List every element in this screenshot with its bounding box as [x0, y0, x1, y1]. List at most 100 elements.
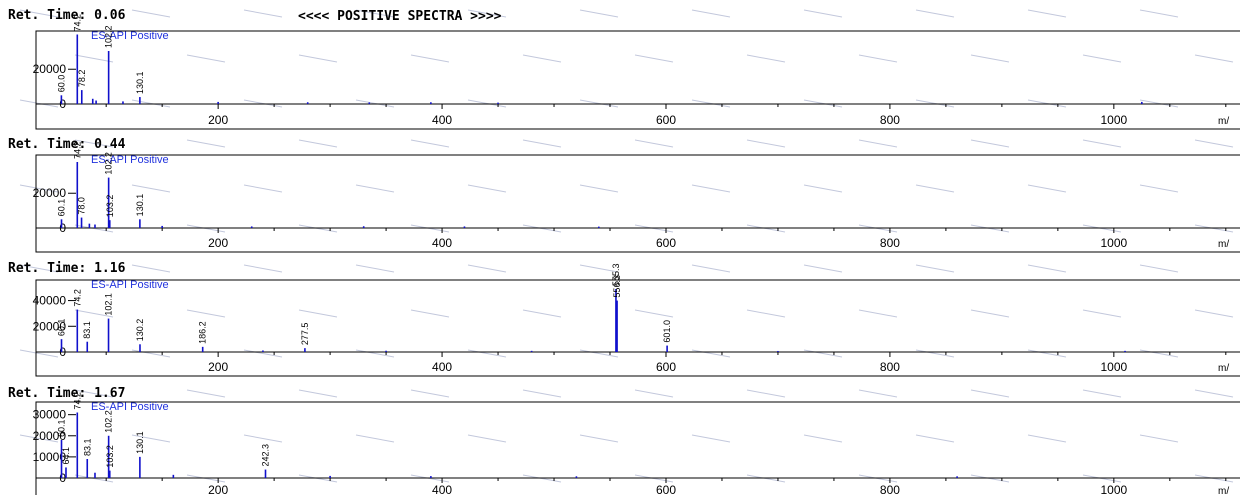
y-tick-label: 20000: [33, 186, 67, 200]
peak-label: 556.3: [612, 275, 622, 298]
x-unit-label: m/: [1218, 239, 1229, 250]
watermark-mark: [186, 309, 226, 318]
x-tick-label: 600: [656, 360, 676, 374]
ret-time-label: Ret. Time: 0.06: [8, 8, 126, 23]
watermark-mark: [1139, 184, 1179, 193]
peak-label: 130.1: [135, 72, 145, 95]
watermark-mark: [355, 9, 395, 18]
watermark-mark: [970, 139, 1010, 148]
watermark-mark: [579, 9, 619, 18]
watermark-mark: [1027, 349, 1067, 358]
watermark-mark: [634, 309, 674, 318]
watermark-mark: [19, 349, 59, 358]
x-tick-label: 400: [432, 360, 452, 374]
watermark-mark: [858, 139, 898, 148]
watermark-mark: [355, 434, 395, 443]
watermark-mark: [74, 389, 114, 398]
watermark-mark: [19, 184, 59, 193]
watermark-mark: [1027, 434, 1067, 443]
y-tick-label: 20000: [33, 429, 67, 443]
x-tick-label: 200: [208, 483, 228, 495]
watermark-mark: [1082, 54, 1122, 63]
watermark-mark: [1194, 54, 1234, 63]
watermark-mark: [522, 389, 562, 398]
ret-time-value: 0.44: [94, 137, 125, 152]
plot-frame: [35, 154, 1240, 253]
watermark-mark: [691, 264, 731, 273]
peak-label: 102.2: [104, 152, 114, 175]
peak-label: 102.2: [104, 410, 114, 433]
watermark-mark: [467, 9, 507, 18]
y-tick-label: 10000: [33, 450, 67, 464]
y-tick-label: 40000: [33, 294, 67, 308]
watermark-mark: [803, 434, 843, 443]
watermark-mark: [915, 184, 955, 193]
watermark-mark: [131, 264, 171, 273]
watermark-mark: [1027, 9, 1067, 18]
watermark-mark: [915, 9, 955, 18]
ret-time-prefix: Ret. Time:: [8, 8, 94, 23]
watermark-mark: [131, 349, 171, 358]
ret-time-label: Ret. Time: 0.44: [8, 137, 126, 152]
watermark-mark: [1194, 389, 1234, 398]
x-tick-label: 400: [432, 113, 452, 127]
peak-label: 103.2: [105, 195, 115, 218]
mode-label: ES-API Positive: [91, 401, 169, 413]
x-tick-label: 800: [880, 113, 900, 127]
watermark-mark: [579, 349, 619, 358]
watermark-mark: [1082, 139, 1122, 148]
peak-label: 64.1: [61, 447, 71, 465]
watermark-mark: [746, 389, 786, 398]
watermark-mark: [803, 9, 843, 18]
watermark-mark: [298, 54, 338, 63]
watermark-mark: [970, 309, 1010, 318]
y-tick-label: 0: [59, 471, 66, 485]
watermark-mark: [410, 54, 450, 63]
plot-frame: [35, 401, 1240, 499]
watermark-mark: [634, 54, 674, 63]
x-tick-label: 400: [432, 236, 452, 250]
watermark-mark: [355, 184, 395, 193]
peak-label: 74.2: [72, 141, 82, 159]
watermark-mark: [1139, 434, 1179, 443]
watermark-mark: [1082, 309, 1122, 318]
watermark-mark: [131, 184, 171, 193]
x-tick-label: 200: [208, 113, 228, 127]
y-tick-label: 0: [59, 97, 66, 111]
peak-label: 242.3: [261, 444, 271, 467]
watermark-mark: [579, 434, 619, 443]
peak-label: 555.3: [611, 263, 621, 286]
x-unit-label: m/: [1218, 363, 1229, 374]
y-tick-label: 30000: [33, 408, 67, 422]
peak-label: 60.0: [56, 75, 66, 93]
watermark-mark: [355, 349, 395, 358]
watermark-mark: [1194, 309, 1234, 318]
watermark-mark: [298, 389, 338, 398]
mode-label: ES-API Positive: [91, 154, 169, 166]
watermark-mark: [915, 264, 955, 273]
watermark-mark: [1139, 349, 1179, 358]
watermark-mark: [579, 264, 619, 273]
ret-time-prefix: Ret. Time:: [8, 261, 94, 276]
watermark-mark: [1027, 264, 1067, 273]
peak-label: 186.2: [198, 321, 208, 344]
watermark-mark: [634, 389, 674, 398]
watermark-mark: [19, 434, 59, 443]
y-tick-label: 20000: [33, 62, 67, 76]
watermark-mark: [467, 264, 507, 273]
watermark-mark: [243, 184, 283, 193]
watermark-mark: [467, 434, 507, 443]
watermark-mark: [1027, 184, 1067, 193]
x-tick-label: 600: [656, 113, 676, 127]
watermark-mark: [186, 139, 226, 148]
peak-label: 83.1: [82, 438, 92, 456]
x-tick-label: 600: [656, 236, 676, 250]
watermark-mark: [579, 184, 619, 193]
watermark-mark: [410, 389, 450, 398]
watermark-mark: [467, 184, 507, 193]
watermark-mark: [19, 264, 59, 273]
watermark-mark: [1139, 9, 1179, 18]
x-tick-label: 800: [880, 236, 900, 250]
watermark-mark: [915, 434, 955, 443]
